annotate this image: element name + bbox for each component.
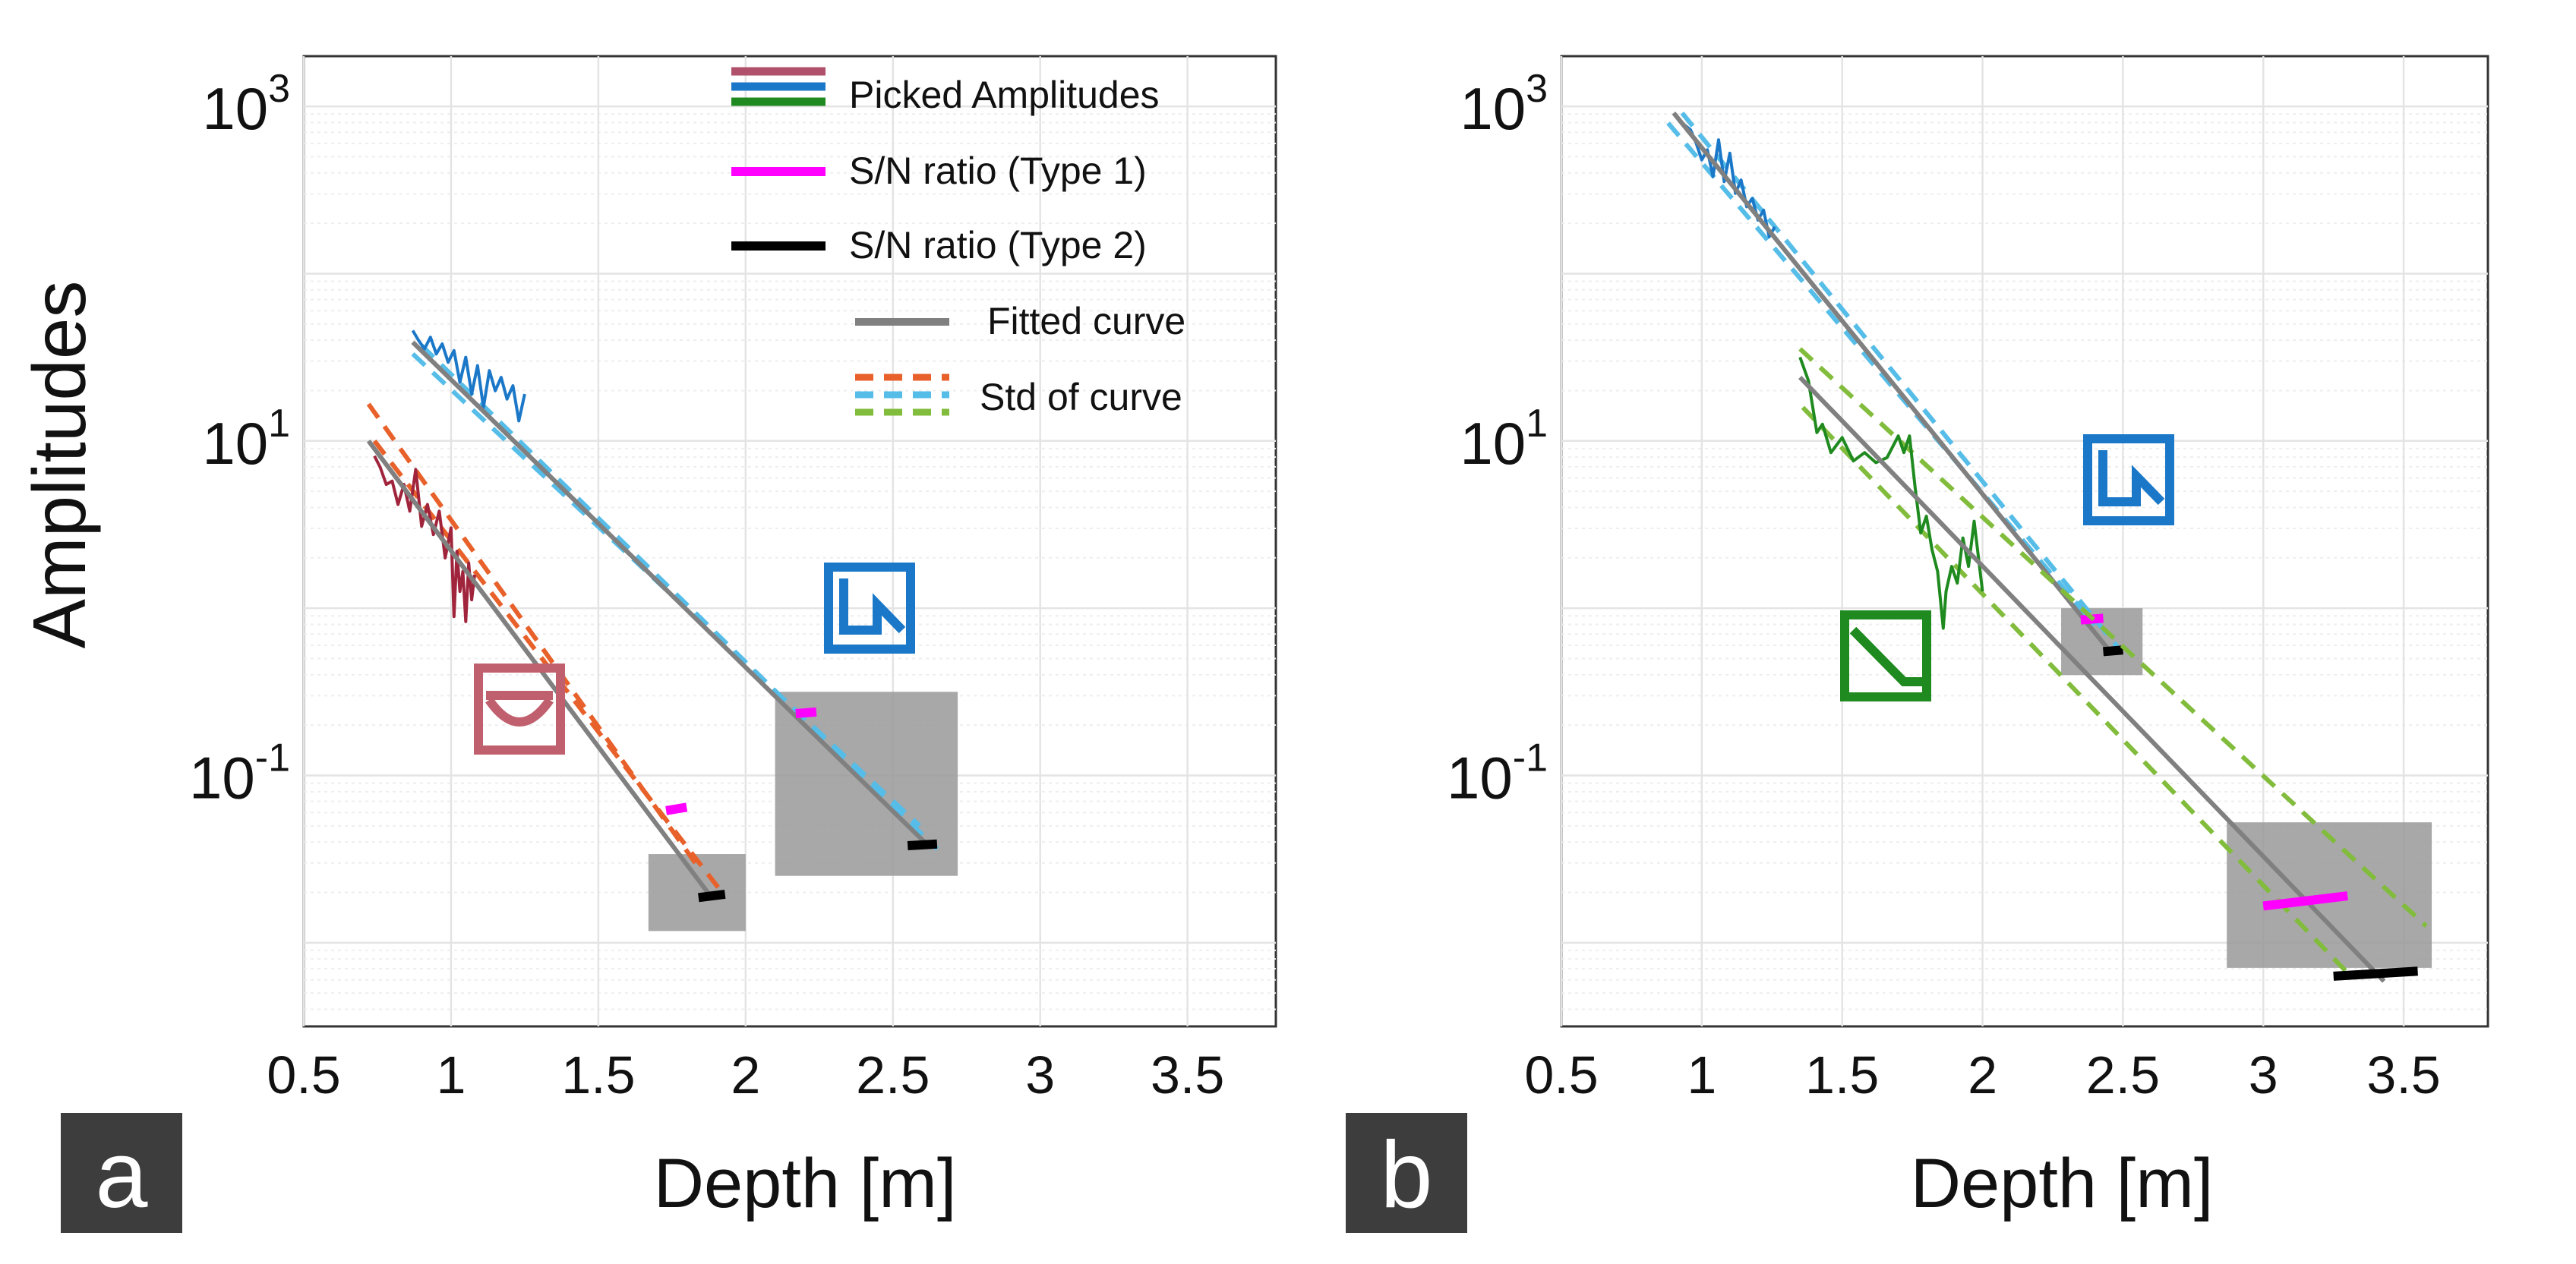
std-lower-line [420,344,939,851]
y-tick-b: 101 [1460,402,1548,477]
panel-a-grid [302,56,1276,1026]
x-tick-a: 1 [436,1045,466,1105]
panel-label-b-box [1346,1113,1467,1233]
fitted-curve [411,340,930,848]
std-upper-line [1798,347,2428,928]
panel-b-axes: Depth [m] 0.5 1 1.5 2 2.5 3 3.5 103 101 10-1 [1447,67,2441,1222]
legend-picked-label: Picked Amplitudes [849,74,1160,116]
snr-type2-marker [907,839,938,850]
panel-label-a-box [61,1113,182,1233]
snr-type2-marker [2333,966,2418,981]
x-axis-label-b: Depth [m] [1911,1145,2214,1222]
ramp-icon [1840,610,1931,701]
y-axis-label: Amplitudes [17,281,101,649]
x-tick-a: 3 [1025,1045,1055,1105]
x-tick-a: 0.5 [267,1045,340,1105]
step-down-icon-a [824,563,915,654]
picked-amplitude-trace [411,329,526,423]
snr-type1-marker [665,802,688,815]
y-tick-b: 10-1 [1447,736,1548,811]
step-down-icon-b [2083,434,2174,525]
picked-amplitude-trace [1798,356,1984,630]
panel-a: Amplitudes Depth [m] 0.5 1 1.5 2 2.5 3 3.5 103 1… [17,55,1277,1233]
panel-a-data [366,329,958,931]
x-tick-b: 3.5 [2366,1045,2440,1105]
snr-type2-marker [2102,645,2123,657]
panel-a-axes: Amplitudes Depth [m] 0.5 1 1.5 2 2.5 3 3.5 103 1… [17,67,1224,1222]
x-tick-b: 2.5 [2086,1045,2160,1105]
picked-amplitude-trace [373,455,476,623]
legend-fitted-label: Fitted curve [987,300,1185,342]
y-tick-a: 10-1 [189,736,290,811]
x-tick-a: 2.5 [856,1045,930,1105]
y-tick-a: 101 [202,402,290,477]
x-tick-a: 1.5 [561,1045,635,1105]
snr-region-box [648,854,746,931]
panel-label-b: b [1381,1123,1433,1228]
legend-snr1-label: S/N ratio (Type 1) [849,150,1147,192]
std-lower-line [1801,405,2350,975]
legend-std-label: Std of curve [980,376,1182,418]
y-tick-b: 103 [1460,67,1548,142]
bowl-icon [474,664,565,755]
snr-type1-marker [795,707,817,718]
panel-label-a: a [96,1123,148,1228]
panel-b: Depth [m] 0.5 1 1.5 2 2.5 3 3.5 103 101 10-1 b [1346,55,2489,1233]
x-tick-b: 3 [2249,1045,2278,1105]
legend-snr2-label: S/N ratio (Type 2) [849,224,1147,266]
x-tick-b: 1.5 [1805,1045,1879,1105]
fitted-curve [1798,376,2386,983]
snr-type2-marker [698,889,726,903]
legend: Picked Amplitudes S/N ratio (Type 1) S/N… [731,67,1185,418]
x-tick-a: 2 [731,1045,760,1105]
snr-type1-marker [2262,891,2348,911]
panel-b-grid [1560,56,2488,1026]
fitted-curve [1672,112,2111,652]
x-tick-b: 0.5 [1524,1045,1598,1105]
x-axis-label-a: Depth [m] [654,1145,957,1222]
x-tick-b: 2 [1968,1045,1997,1105]
x-tick-b: 1 [1687,1045,1716,1105]
panel-b-data [1666,112,2432,983]
y-tick-a: 103 [202,67,290,142]
x-tick-a: 3.5 [1151,1045,1224,1105]
